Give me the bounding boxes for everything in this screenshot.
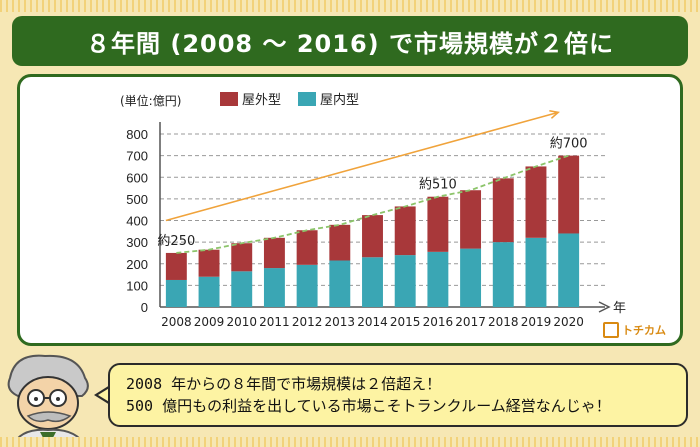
x-tick-label: 2008 <box>161 315 192 329</box>
top-decoration <box>0 0 700 12</box>
y-axis-label: (単位:億円) <box>120 93 181 108</box>
y-tick-label: 100 <box>126 278 148 293</box>
legend-label: 屋外型 <box>242 93 281 108</box>
y-tick-label: 500 <box>126 192 148 207</box>
bar-segment <box>165 252 187 280</box>
brand-logo: トチカム <box>603 322 666 338</box>
y-tick-label: 400 <box>126 214 148 229</box>
bar-segment <box>460 190 482 249</box>
bar-segment <box>558 233 580 307</box>
y-tick-label: 200 <box>126 257 148 272</box>
bar-segment <box>231 271 253 307</box>
x-tick-label: 2011 <box>259 315 290 329</box>
bar-segment <box>263 268 285 307</box>
y-tick-label: 700 <box>126 149 148 164</box>
bar-segment <box>427 196 449 252</box>
bar-segment <box>427 251 449 307</box>
bar-segment <box>362 215 383 258</box>
speech-line-2: 500 億円もの利益を出している市場こそトランクルーム経営なんじゃ！ <box>126 397 611 415</box>
bar-segment <box>525 237 547 307</box>
legend-swatch <box>220 92 238 106</box>
bar-segment <box>329 224 351 261</box>
page-title: ８年間 (2008 ～ 2016) で市場規模が２倍に <box>12 16 688 66</box>
x-tick-label: 2020 <box>553 315 584 329</box>
logo-text: トチカム <box>622 324 666 337</box>
stacked-bar-chart: 0 100 200 300 400 500 600 700 800 年 (単位:億円) 屋外型 屋内型 2… <box>120 92 626 329</box>
speech-bubble: 2008 年からの８年間で市場規模は２倍超え！ 500 億円もの利益を出している… <box>108 363 688 427</box>
total-trend-line <box>176 154 569 254</box>
bar-segment <box>362 257 383 307</box>
speech-bubble-tail-inner <box>98 387 111 403</box>
bar-segment <box>394 255 416 307</box>
value-annotation: 約250 <box>157 234 195 249</box>
bar-segment <box>492 178 514 243</box>
bar-segment <box>329 260 351 307</box>
x-tick-label: 2015 <box>390 315 421 329</box>
bar-segment <box>198 276 220 307</box>
bar-segment <box>296 230 318 265</box>
x-tick-label: 2016 <box>423 315 454 329</box>
legend-swatch <box>298 92 316 106</box>
x-tick-label: 2019 <box>521 315 552 329</box>
bar-segment <box>198 249 220 277</box>
bar-segment <box>558 155 580 234</box>
x-tick-label: 2017 <box>455 315 486 329</box>
growth-arrow-head <box>549 109 560 119</box>
x-tick-label: 2018 <box>488 315 519 329</box>
value-annotation: 約700 <box>550 137 588 152</box>
bar-segment <box>296 264 318 307</box>
x-tick-label: 2009 <box>194 315 225 329</box>
x-axis-arrow <box>598 301 611 313</box>
bottom-decoration <box>0 437 700 447</box>
bar-segment <box>492 242 514 307</box>
x-tick-label: 2010 <box>226 315 257 329</box>
y-tick-label: 0 <box>141 300 148 315</box>
chart-card: 0 100 200 300 400 500 600 700 800 年 (単位:億円) 屋外型 屋内型 2… <box>17 74 683 346</box>
speech-line-1: 2008 年からの８年間で市場規模は２倍超え！ <box>126 375 442 393</box>
x-axis-unit: 年 <box>613 301 626 316</box>
value-annotation: 約510 <box>419 178 457 193</box>
bar-segment <box>460 248 482 307</box>
bar-segment <box>525 166 547 238</box>
x-tick-label: 2012 <box>292 315 323 329</box>
y-tick-label: 800 <box>126 127 148 142</box>
growth-arrow-line <box>165 111 559 222</box>
bar-segment <box>231 243 253 272</box>
logo-icon <box>603 322 619 338</box>
y-tick-label: 600 <box>126 170 148 185</box>
professor-avatar <box>7 354 89 447</box>
bar-segment <box>165 279 187 307</box>
y-tick-label: 300 <box>126 235 148 250</box>
x-tick-label: 2014 <box>357 315 388 329</box>
bar-segment <box>263 237 285 269</box>
bar-segment <box>394 206 416 256</box>
legend-label: 屋内型 <box>320 92 359 108</box>
x-tick-label: 2013 <box>325 315 356 329</box>
